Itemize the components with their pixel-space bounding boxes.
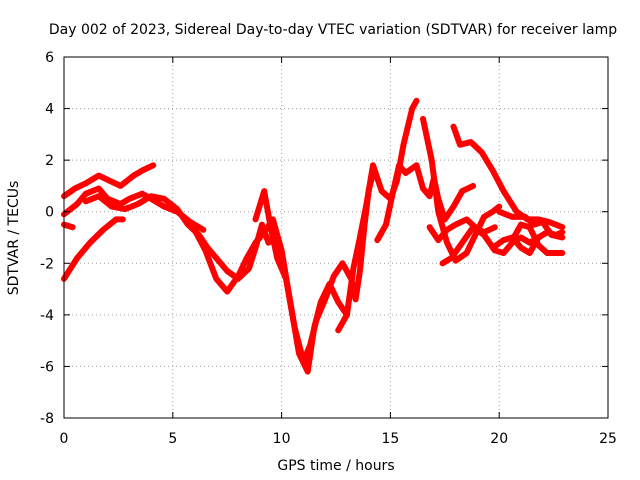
series-sat-track-8 [335, 97, 420, 334]
x-tick-label: 15 [381, 431, 399, 447]
series-sat-track-10 [420, 115, 503, 264]
grid-lines [64, 57, 608, 418]
y-axis-label: SDTVAR / TECUs [6, 181, 22, 296]
y-axis-ticks: -8 -6 -4 -2 0 2 4 6 [40, 50, 608, 427]
series-sat-track-12 [426, 216, 498, 244]
x-tick-label: 5 [168, 431, 177, 447]
x-axis-ticks: 0 5 10 15 20 25 [60, 57, 617, 447]
series-sat-track-3 [61, 221, 76, 231]
y-tick-label: 0 [45, 205, 54, 221]
series-sat-track-15 [509, 221, 566, 256]
chart-title: Day 002 of 2023, Sidereal Day-to-day VTE… [49, 22, 617, 38]
data-series [61, 97, 566, 375]
x-tick-label: 20 [490, 431, 508, 447]
x-tick-label: 0 [60, 431, 69, 447]
series-sat-track-7 [252, 170, 376, 365]
series-sat-track-16 [496, 208, 566, 241]
y-tick-label: 6 [45, 50, 54, 66]
series-sat-track-4 [61, 216, 126, 282]
series-sat-track-1 [61, 162, 157, 200]
series-sat-track-5 [82, 193, 281, 282]
x-tick-label: 10 [273, 431, 291, 447]
y-tick-label: -4 [40, 308, 54, 324]
plot-frame [63, 56, 609, 419]
x-axis-label: GPS time / hours [277, 458, 394, 474]
series-sat-track-9 [374, 162, 477, 244]
x-tick-label: 25 [599, 431, 617, 447]
y-tick-label: 4 [45, 102, 54, 118]
series-sat-track-11 [439, 224, 542, 267]
series-sat-track-2 [61, 185, 207, 233]
y-tick-label: -8 [40, 411, 54, 427]
y-tick-label: -6 [40, 359, 54, 375]
y-tick-label: -2 [40, 256, 54, 272]
y-tick-label: 2 [45, 153, 54, 169]
